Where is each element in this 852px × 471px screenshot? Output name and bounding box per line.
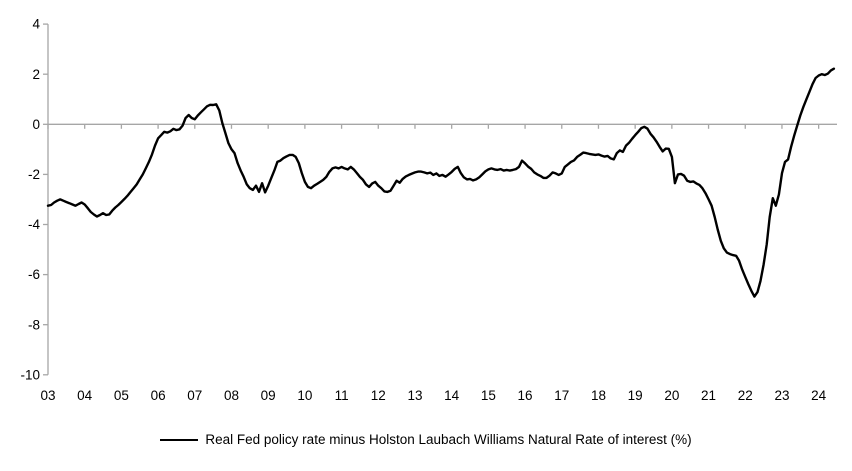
- x-tick-label: 17: [554, 388, 569, 403]
- x-tick-label: 03: [40, 388, 55, 403]
- y-axis-group: [43, 23, 49, 376]
- x-tick-label: 04: [77, 388, 93, 403]
- y-tick-label: 4: [32, 17, 40, 32]
- x-tick-label: 23: [774, 388, 789, 403]
- x-tick-label: 11: [335, 388, 349, 403]
- x-tick-label: 09: [261, 388, 276, 403]
- x-tick-label: 24: [811, 388, 827, 403]
- y-tick-label: -6: [28, 267, 40, 282]
- x-tick-label: 20: [664, 388, 679, 403]
- y-tick-label: -2: [28, 167, 40, 182]
- y-axis-labels-group: 4 2 0 -2 -4 -6 -8 -10: [20, 17, 40, 383]
- x-tick-label: 07: [187, 388, 202, 403]
- legend-label: Real Fed policy rate minus Holston Lauba…: [205, 432, 692, 447]
- x-tick-label: 12: [371, 388, 386, 403]
- x-tick-label: 15: [481, 388, 496, 403]
- x-tick-label: 14: [444, 388, 460, 403]
- y-tick-label: 2: [32, 67, 40, 82]
- y-tick-label: -4: [28, 217, 40, 232]
- x-tick-label: 21: [701, 388, 716, 403]
- y-tick-label: -10: [20, 367, 40, 382]
- x-tick-label: 22: [738, 388, 753, 403]
- x-tick-label: 13: [407, 388, 422, 403]
- legend: Real Fed policy rate minus Holston Lauba…: [0, 432, 852, 447]
- x-axis-labels-group: 03 04 05 06 07 08 09 10 11 12 13 14 15 16 17 18 19 20 21 22…: [40, 388, 826, 403]
- legend-line-sample: [160, 438, 199, 441]
- x-tick-label: 08: [224, 388, 239, 403]
- x-tick-label: 19: [628, 388, 643, 403]
- x-tick-label: 16: [518, 388, 533, 403]
- series-line: [46, 67, 836, 298]
- x-axis-ticks-group: [47, 124, 820, 129]
- x-tick-label: 18: [591, 388, 606, 403]
- x-tick-label: 06: [151, 388, 166, 403]
- series-group: [46, 67, 836, 298]
- y-tick-label: -8: [28, 317, 40, 332]
- x-tick-label: 10: [297, 388, 312, 403]
- y-tick-label: 0: [32, 117, 40, 132]
- x-tick-label: 05: [114, 388, 129, 403]
